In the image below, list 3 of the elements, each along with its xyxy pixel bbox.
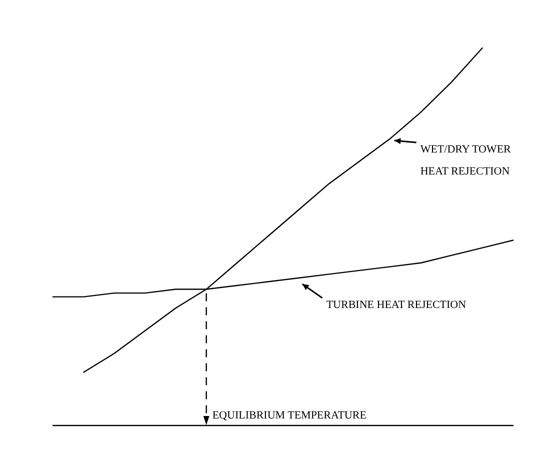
text: WET/DRY TOWER HEAT REJECTION xyxy=(420,143,512,178)
annotation: EQUILIBRIUM TEMPERATURE xyxy=(212,410,367,422)
text: TURBINE HEAT REJECTION xyxy=(326,298,466,311)
